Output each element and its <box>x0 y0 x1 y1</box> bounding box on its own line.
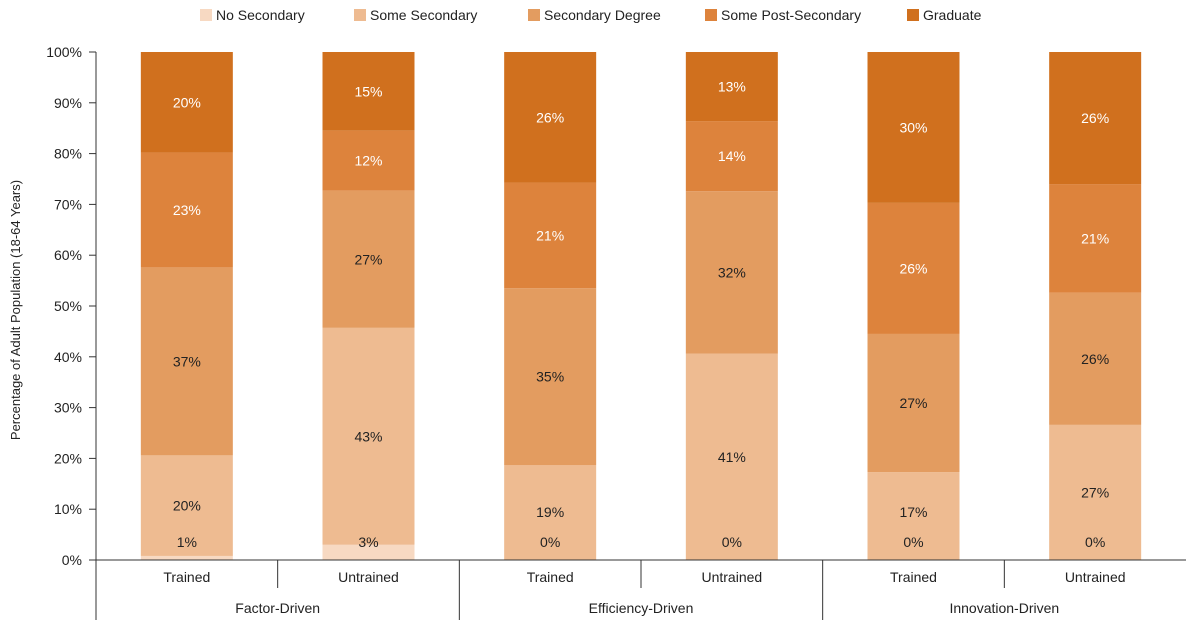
bar-stack: 0% 17% 27% 26% 30% <box>867 52 960 560</box>
data-label: 41% <box>718 449 746 465</box>
data-label: 32% <box>718 264 746 280</box>
category-label: Untrained <box>338 569 399 585</box>
data-label: 20% <box>173 94 201 110</box>
y-tick-label: 40% <box>54 349 82 365</box>
data-label: 27% <box>1081 484 1109 500</box>
group-label: Innovation-Driven <box>949 600 1059 616</box>
bar-segment <box>504 182 597 289</box>
bar-segment <box>685 191 778 354</box>
data-label: 37% <box>173 353 201 369</box>
data-label: 26% <box>1081 110 1109 126</box>
y-tick-label: 60% <box>54 247 82 263</box>
legend: No Secondary Some Secondary Secondary Degr… <box>200 7 982 23</box>
y-tick-label: 90% <box>54 95 82 111</box>
bar-segment <box>504 465 597 560</box>
bar-segment <box>140 555 233 560</box>
legend-label: Some Secondary <box>370 7 477 23</box>
y-tick-label: 0% <box>62 552 82 568</box>
data-label: 15% <box>354 83 382 99</box>
data-label: 21% <box>536 227 564 243</box>
bars: 1% 20% 37% 23% 20% 3% 43% 27% 12% 15% 0% 19% 35% 21% 2… <box>140 52 1142 560</box>
legend-swatch <box>705 9 717 21</box>
y-axis: 0% 10% 20% 30% 40% 50% 60% 70% 80% 90% 100% <box>46 44 97 568</box>
y-tick-label: 100% <box>46 44 82 60</box>
category-label: Trained <box>163 569 210 585</box>
data-label: 0% <box>1085 534 1105 550</box>
bar-segment <box>504 288 597 466</box>
category-label: Untrained <box>1065 569 1126 585</box>
data-label: 27% <box>354 251 382 267</box>
data-label: 30% <box>899 119 927 135</box>
data-label: 0% <box>722 534 742 550</box>
bar-segment <box>867 52 960 203</box>
bar-segment <box>322 52 415 131</box>
legend-label: No Secondary <box>216 7 305 23</box>
bar-segment <box>685 121 778 192</box>
bar-segment <box>140 152 233 268</box>
data-label: 43% <box>354 428 382 444</box>
bar-segment <box>1049 52 1142 185</box>
data-label: 26% <box>899 260 927 276</box>
group-label: Efficiency-Driven <box>589 600 694 616</box>
bar-stack: 3% 43% 27% 12% 15% <box>322 52 415 560</box>
data-label: 1% <box>177 534 197 550</box>
data-label: 0% <box>540 534 560 550</box>
data-label: 13% <box>718 79 746 95</box>
y-tick-label: 80% <box>54 146 82 162</box>
data-label: 27% <box>899 395 927 411</box>
legend-swatch <box>907 9 919 21</box>
data-label: 23% <box>173 202 201 218</box>
bar-segment <box>322 190 415 328</box>
category-label: Untrained <box>701 569 762 585</box>
data-label: 12% <box>354 153 382 169</box>
y-axis-label: Percentage of Adult Population (18-64 Ye… <box>8 180 23 440</box>
group-label: Factor-Driven <box>235 600 320 616</box>
bar-segment <box>322 544 415 560</box>
bar-segment <box>322 327 415 545</box>
bar-segment <box>1049 292 1142 425</box>
bar-segment <box>867 333 960 473</box>
legend-swatch <box>354 9 366 21</box>
bar-segment <box>685 52 778 122</box>
data-label: 35% <box>536 369 564 385</box>
y-tick-label: 50% <box>54 298 82 314</box>
category-label: Trained <box>890 569 937 585</box>
bar-segment <box>140 52 233 153</box>
bar-stack: 0% 27% 26% 21% 26% <box>1049 52 1142 560</box>
x-axis: Trained Untrained Trained Untrained Trained U… <box>95 559 1186 620</box>
data-label: 0% <box>903 534 923 550</box>
data-label: 14% <box>718 148 746 164</box>
legend-swatch <box>200 9 212 21</box>
bar-segment <box>322 130 415 191</box>
y-tick-label: 70% <box>54 196 82 212</box>
y-tick-label: 20% <box>54 450 82 466</box>
y-tick-label: 30% <box>54 400 82 416</box>
bar-segment <box>140 455 233 556</box>
bar-segment <box>1049 424 1142 560</box>
bar-segment <box>504 52 597 183</box>
category-label: Trained <box>527 569 574 585</box>
legend-label: Graduate <box>923 7 982 23</box>
bar-segment <box>867 202 960 334</box>
data-label: 21% <box>1081 230 1109 246</box>
bar-segment <box>1049 184 1142 293</box>
bar-segment <box>867 472 960 560</box>
data-label: 20% <box>173 498 201 514</box>
data-label: 3% <box>358 534 378 550</box>
bar-segment <box>140 267 233 456</box>
data-label: 26% <box>536 109 564 125</box>
bar-segment <box>685 353 778 560</box>
legend-label: Secondary Degree <box>544 7 661 23</box>
data-label: 19% <box>536 504 564 520</box>
bar-stack: 0% 19% 35% 21% 26% <box>504 52 597 560</box>
bar-stack: 1% 20% 37% 23% 20% <box>140 52 233 560</box>
legend-label: Some Post-Secondary <box>721 7 861 23</box>
data-label: 26% <box>1081 351 1109 367</box>
y-tick-label: 10% <box>54 501 82 517</box>
legend-swatch <box>528 9 540 21</box>
data-label: 17% <box>899 504 927 520</box>
bar-stack: 0% 41% 32% 14% 13% <box>685 52 778 560</box>
